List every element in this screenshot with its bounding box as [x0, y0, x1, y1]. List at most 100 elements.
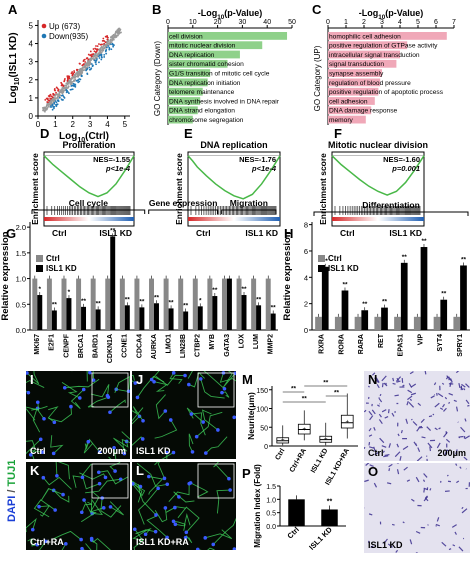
migrated-cell — [444, 396, 448, 400]
migrated-cell — [423, 473, 428, 478]
migrated-cell — [391, 412, 395, 417]
scatter-point — [118, 27, 120, 30]
neurite — [132, 407, 144, 425]
significance-label: ** — [212, 287, 218, 294]
bar-ctrl — [149, 278, 154, 330]
neurite — [153, 381, 168, 392]
migrated-cell — [373, 482, 378, 488]
neurite — [154, 507, 168, 523]
migrated-cell — [429, 446, 432, 452]
scatter-point-up — [98, 43, 100, 45]
migrated-cell — [397, 433, 400, 437]
bar-ctrl — [334, 316, 342, 330]
neurite — [137, 375, 165, 398]
scatter-point-down — [55, 101, 58, 104]
significance-label: ** — [421, 238, 427, 245]
scatter-point-down — [62, 98, 64, 101]
significance-label: ** — [323, 258, 329, 265]
panel-letter-C: C — [312, 2, 322, 17]
scatter-point-down — [105, 52, 108, 55]
scatter-point — [55, 93, 58, 96]
nucleus — [165, 450, 169, 455]
neurite — [47, 406, 59, 423]
bar-kd — [66, 298, 72, 330]
scatter-point-up — [50, 95, 53, 98]
nucleus — [188, 481, 193, 485]
y-tick-label: 1.5 — [16, 249, 26, 258]
migrated-cell — [364, 409, 367, 413]
scatter-point-down — [66, 89, 69, 92]
scatter-point-down — [108, 48, 111, 51]
nucleus — [189, 412, 194, 416]
scatter-point-up — [73, 71, 76, 74]
migrated-cell — [379, 393, 382, 397]
scatter-point — [120, 31, 122, 34]
migrated-cell — [423, 488, 425, 493]
bar-kd — [400, 262, 408, 330]
scatter-point-up — [55, 86, 58, 89]
neurite — [38, 541, 47, 550]
significance-label: * — [68, 289, 71, 296]
bar-kd — [256, 305, 262, 330]
category-label: E2F1 — [49, 334, 56, 351]
neuron-texture — [26, 462, 129, 550]
neurite — [169, 372, 183, 384]
bar-kd — [197, 306, 203, 330]
scatter-point — [77, 73, 79, 76]
bar — [168, 50, 240, 59]
migrated-cell — [455, 406, 459, 412]
migrated-cell — [394, 394, 399, 397]
legend-label: Up (673) — [49, 22, 80, 31]
y-tick-label: 0.0 — [266, 524, 276, 531]
category-label: RXRA — [319, 334, 326, 354]
migrated-cell — [448, 392, 454, 396]
nucleus — [171, 519, 176, 524]
neurite — [81, 507, 104, 523]
scatter-point — [48, 106, 50, 108]
neurite — [40, 488, 64, 501]
panel-letter-L: L — [136, 463, 144, 478]
bar — [328, 41, 408, 50]
scatter-point-down — [110, 48, 113, 51]
migrated-cell — [461, 383, 466, 388]
bar-ctrl — [119, 278, 125, 330]
neurite — [216, 489, 231, 514]
neurite — [201, 409, 219, 431]
scatter-point — [111, 38, 114, 41]
migrated-cell — [458, 382, 461, 388]
y-tick-label: 1 — [29, 94, 34, 103]
scatter-point-down — [94, 59, 96, 62]
y-axis-label: Relative expression — [0, 231, 11, 320]
category-label: MMP2 — [268, 334, 275, 354]
y-tick-label: 100 — [256, 407, 268, 414]
significance-label: ** — [382, 299, 388, 306]
y-tick-label: 8 — [304, 221, 308, 230]
neurite — [205, 529, 233, 540]
neurite — [197, 547, 215, 550]
plot-frame — [187, 151, 281, 227]
x-tick-label: 10 — [189, 19, 197, 26]
panel-letter-O: O — [368, 464, 379, 479]
scatter-point-down — [108, 46, 111, 49]
group-label: Cell cycle — [69, 198, 108, 208]
category-label: homophilic cell adhesion — [329, 33, 401, 40]
migrated-cell — [459, 466, 462, 469]
scatter-point-down — [75, 79, 78, 82]
nucleus — [51, 451, 56, 456]
bar — [328, 78, 381, 87]
migrated-cell — [446, 449, 449, 452]
nes-label: NES=-1.60 — [383, 155, 420, 164]
mean-marker: + — [281, 438, 285, 444]
neurite — [155, 374, 186, 386]
scatter-point — [114, 36, 116, 39]
scatter-point-up — [60, 81, 63, 84]
nucleus — [165, 535, 169, 540]
migrated-cell — [426, 426, 432, 432]
significance-label: ** — [441, 291, 447, 298]
category-label: EPAS1 — [398, 334, 405, 357]
category-label: DNA replication — [169, 52, 215, 59]
neurite — [53, 490, 70, 503]
migrated-cell — [421, 436, 426, 439]
nucleus — [173, 505, 177, 510]
